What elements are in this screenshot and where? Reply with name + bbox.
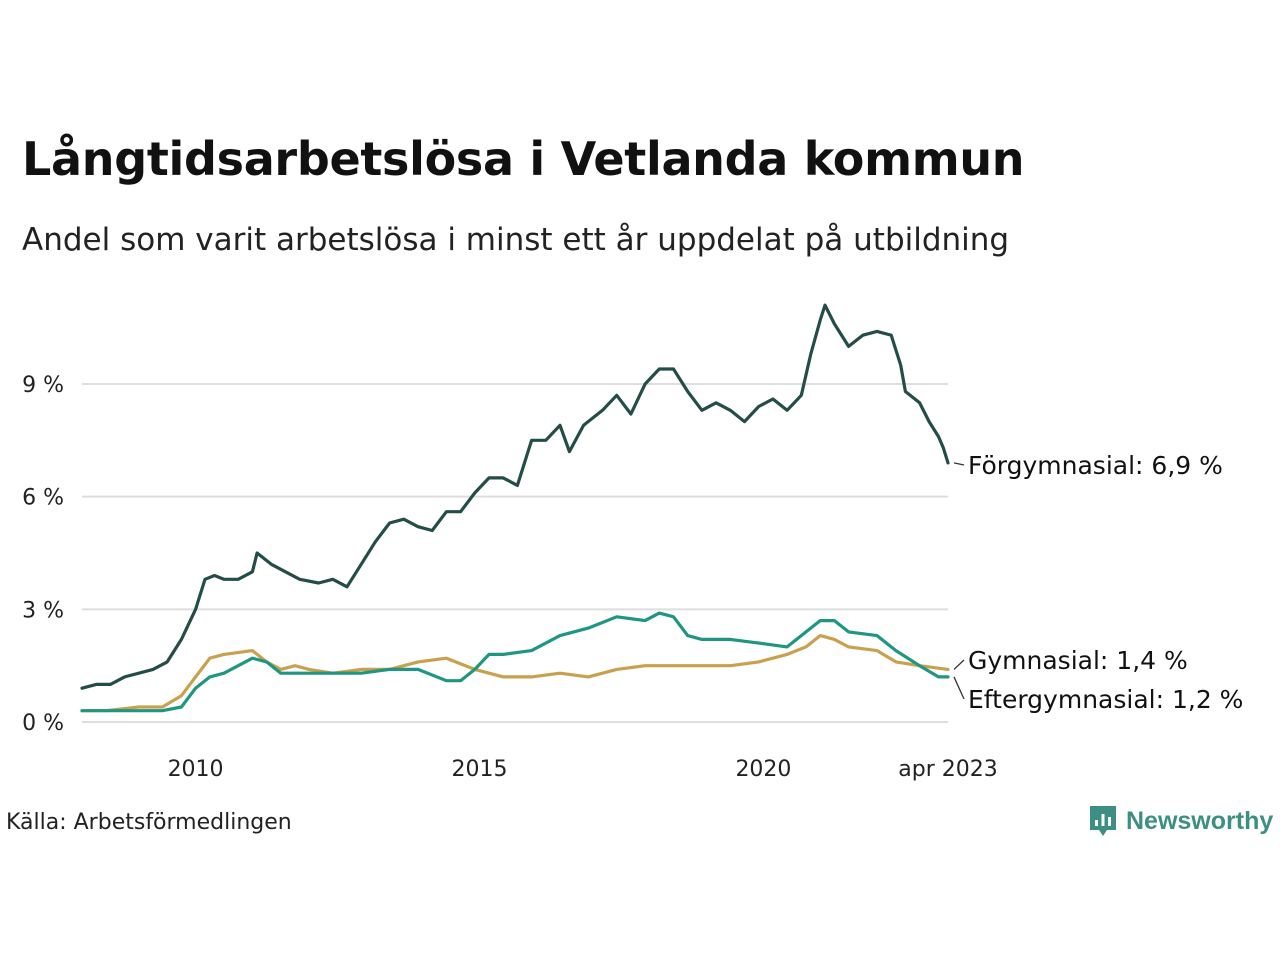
brand-logo: Newsworthy xyxy=(1088,804,1273,838)
x-tick-label: 2015 xyxy=(452,757,508,782)
label-leader-line xyxy=(953,462,965,466)
x-tick-label: 2010 xyxy=(168,757,224,782)
y-axis-ticks: 0 % 3 % 6 % 9 % xyxy=(22,373,64,736)
label-leader-line xyxy=(953,676,965,700)
series-end-label: Gymnasial: 1,4 % xyxy=(968,646,1188,675)
x-tick-label: 2020 xyxy=(735,757,791,782)
series-line-eftergymnasial xyxy=(80,611,950,713)
source-note: Källa: Arbetsförmedlingen xyxy=(6,810,292,835)
chart-subtitle: Andel som varit arbetslösa i minst ett å… xyxy=(22,222,1010,258)
gridlines xyxy=(82,383,948,723)
series-end-label: Förgymnasial: 6,9 % xyxy=(968,451,1223,480)
series-line-förgymnasial xyxy=(80,303,950,690)
y-tick-label: 9 % xyxy=(22,373,64,398)
series-lines xyxy=(80,303,950,713)
x-axis-ticks: 2010 2015 2020 apr 2023 xyxy=(168,757,998,782)
brand-name: Newsworthy xyxy=(1126,806,1274,835)
y-tick-label: 0 % xyxy=(22,711,64,736)
x-tick-label: apr 2023 xyxy=(898,757,997,782)
series-line-gymnasial xyxy=(80,634,950,713)
series-end-label: Eftergymnasial: 1,2 % xyxy=(968,685,1243,714)
newsworthy-logo-icon xyxy=(1090,806,1116,836)
y-tick-label: 6 % xyxy=(22,486,64,511)
label-leader-line xyxy=(953,659,965,670)
y-tick-label: 3 % xyxy=(22,598,64,623)
series-end-labels: Förgymnasial: 6,9 % Gymnasial: 1,4 % Efter… xyxy=(953,451,1243,714)
chart-title: Långtidsarbetslösa i Vetlanda kommun xyxy=(22,132,1025,186)
